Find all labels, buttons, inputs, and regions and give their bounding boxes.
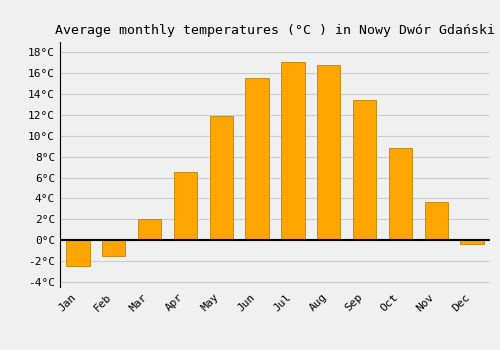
Bar <box>353 100 376 240</box>
Bar <box>424 202 448 240</box>
Bar <box>317 65 340 240</box>
Bar <box>460 240 483 244</box>
Bar <box>246 78 268 240</box>
Bar <box>389 148 412 240</box>
Bar <box>66 240 90 266</box>
Title: Average monthly temperatures (°C ) in Nowy Dwór Gdański: Average monthly temperatures (°C ) in No… <box>55 24 495 37</box>
Bar <box>174 172 197 240</box>
Bar <box>210 116 233 240</box>
Bar <box>102 240 126 256</box>
Bar <box>282 62 304 240</box>
Bar <box>138 219 161 240</box>
